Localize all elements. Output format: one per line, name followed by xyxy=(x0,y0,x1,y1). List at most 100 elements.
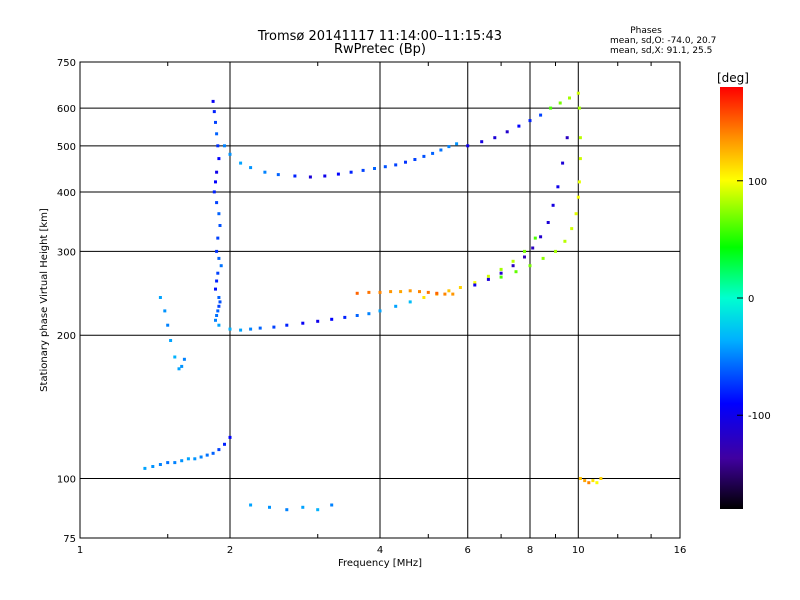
data-point xyxy=(217,212,221,216)
data-point xyxy=(431,151,435,155)
data-point xyxy=(486,274,490,278)
data-point xyxy=(549,106,553,110)
data-point xyxy=(413,158,417,161)
data-point xyxy=(199,455,203,459)
data-point xyxy=(163,309,167,313)
data-point xyxy=(258,326,262,330)
y-tick-label: 100 xyxy=(57,475,76,486)
data-point xyxy=(408,300,412,304)
data-point xyxy=(367,312,371,316)
data-point xyxy=(531,246,535,250)
axis-ticks: 1 2 4 6 8 10 16 75 100 200 300 400 500 600 750 xyxy=(57,58,686,556)
data-point xyxy=(577,106,581,110)
data-point xyxy=(218,224,222,227)
data-point xyxy=(574,212,578,216)
data-point xyxy=(541,256,545,260)
data-point xyxy=(343,315,347,319)
data-point xyxy=(355,291,359,295)
data-point xyxy=(528,119,532,123)
data-point xyxy=(473,283,477,287)
colorbar-ticks: 100 0 -100 xyxy=(737,177,771,422)
data-point xyxy=(211,99,215,103)
y-tick-label: 75 xyxy=(63,534,76,545)
data-point xyxy=(511,264,515,268)
data-point xyxy=(323,174,327,178)
data-point xyxy=(268,505,271,509)
data-point xyxy=(215,279,219,283)
data-point xyxy=(455,142,459,146)
data-point xyxy=(546,221,550,224)
data-point xyxy=(422,296,426,299)
data-point xyxy=(394,163,398,167)
x-tick-label: 2 xyxy=(227,545,233,556)
data-point xyxy=(355,314,359,317)
data-point xyxy=(551,203,555,207)
data-point xyxy=(404,160,407,164)
data-point xyxy=(576,195,580,199)
data-point xyxy=(173,355,177,359)
colorbar-tick-label: 0 xyxy=(748,294,754,305)
x-tick-label: 1 xyxy=(77,545,83,556)
data-point xyxy=(523,249,526,253)
data-points xyxy=(143,91,603,512)
data-point xyxy=(214,180,217,184)
data-point xyxy=(216,271,220,275)
data-point xyxy=(215,201,219,205)
data-point xyxy=(218,300,222,304)
data-point xyxy=(378,309,382,313)
y-tick-label: 300 xyxy=(57,247,76,258)
y-tick-label: 600 xyxy=(57,104,76,115)
grid-lines xyxy=(80,62,680,538)
y-axis-label: Stationary phase Virtual Height [km] xyxy=(39,208,50,392)
data-point xyxy=(565,136,569,140)
data-point xyxy=(214,120,217,124)
colorbar-tick-label: 100 xyxy=(748,177,767,188)
data-point xyxy=(408,289,412,293)
data-point xyxy=(216,309,220,313)
data-point xyxy=(180,364,184,368)
data-point xyxy=(193,457,197,461)
data-point xyxy=(517,124,521,128)
data-point xyxy=(389,290,393,294)
x-tick-label: 10 xyxy=(572,545,585,556)
data-point xyxy=(211,451,215,455)
data-point xyxy=(422,154,426,158)
data-point xyxy=(528,264,532,268)
data-point xyxy=(169,339,173,342)
data-point xyxy=(367,290,371,294)
data-point xyxy=(493,136,497,140)
phases-heading: Phases xyxy=(630,26,662,36)
data-point xyxy=(301,505,305,509)
data-point xyxy=(556,185,560,189)
y-tick-label: 400 xyxy=(57,188,76,199)
data-point xyxy=(151,465,155,468)
colorbar-tick-label: -100 xyxy=(748,411,771,422)
data-point xyxy=(215,249,219,253)
data-point xyxy=(276,173,280,177)
data-point xyxy=(514,270,518,274)
colorbar xyxy=(720,87,743,509)
data-point xyxy=(480,140,484,144)
data-point xyxy=(214,287,217,291)
data-point xyxy=(599,477,603,480)
data-point xyxy=(595,481,599,485)
x-tick-label: 16 xyxy=(674,545,687,556)
data-point xyxy=(249,503,253,507)
y-tick-label: 750 xyxy=(57,58,76,69)
data-point xyxy=(523,255,526,259)
data-point xyxy=(217,304,221,308)
data-point xyxy=(447,289,451,293)
data-point xyxy=(473,281,477,285)
data-point xyxy=(228,152,232,156)
data-point xyxy=(577,180,581,184)
data-point xyxy=(316,319,320,323)
data-point xyxy=(239,161,243,165)
data-point xyxy=(451,292,455,296)
data-point xyxy=(458,286,462,289)
data-point xyxy=(219,264,223,268)
data-point xyxy=(216,144,220,148)
data-point xyxy=(349,170,353,174)
data-point xyxy=(239,328,243,332)
data-point xyxy=(143,466,147,470)
